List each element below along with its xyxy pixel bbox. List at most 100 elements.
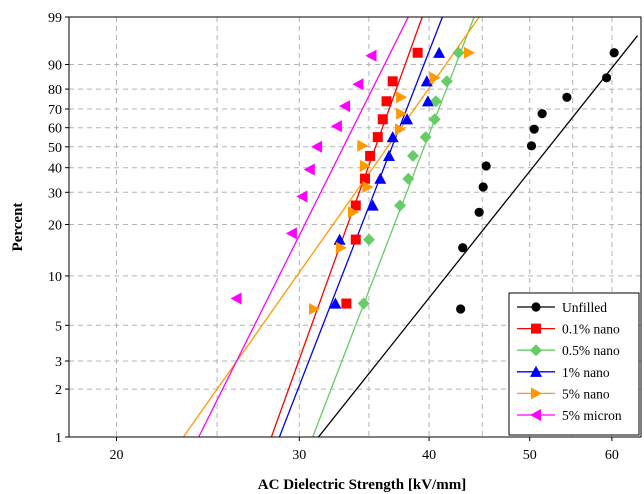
legend-marker-0-5-nano	[530, 344, 542, 357]
data-point-0-1-nano	[359, 173, 370, 184]
data-point-5-micron	[311, 140, 323, 153]
fit-line-0-5-nano	[312, 17, 475, 437]
x-tick-label: 50	[523, 448, 537, 463]
data-point-0-1-nano	[412, 47, 423, 58]
fit-line-1-nano	[278, 17, 444, 437]
y-axis-label: Percent	[10, 203, 26, 252]
axis-tick-labels: 1 2 3 5 10 20 30 40 50 60 70 80 90 99 20 30 40 50 60	[48, 11, 619, 463]
grid-lines	[69, 16, 641, 438]
data-point-5-nano	[309, 303, 321, 315]
data-point-1-nano	[386, 131, 399, 143]
data-point-0-1-nano	[365, 150, 376, 161]
data-point-5-nano	[463, 46, 475, 59]
data-point-0-5-nano	[429, 95, 442, 108]
data-point-0-1-nano	[350, 200, 361, 211]
data-point-0-5-nano	[394, 199, 406, 212]
data-point-5-nano	[396, 107, 408, 120]
data-point-1-nano	[366, 199, 379, 211]
data-point-unfilled	[458, 243, 468, 253]
data-point-0-5-nano	[407, 149, 419, 162]
data-point-5-nano	[348, 206, 360, 219]
data-point-unfilled	[562, 92, 572, 102]
data-point-0-5-nano	[428, 113, 441, 126]
legend-label-5-nano: 5% nano	[562, 386, 610, 401]
data-point-0-1-nano	[350, 234, 361, 245]
data-markers	[230, 46, 619, 315]
data-point-0-5-nano	[402, 172, 415, 185]
x-tick-label: 30	[292, 448, 306, 463]
data-point-1-nano	[329, 297, 342, 309]
y-tick-label: 5	[55, 319, 62, 334]
legend-label-0-1-nano: 0.1% nano	[562, 322, 620, 337]
data-point-5-micron	[352, 78, 364, 91]
y-tick-label: 2	[55, 383, 62, 398]
data-point-0-5-nano	[357, 297, 370, 310]
data-point-0-5-nano	[362, 233, 375, 246]
data-point-unfilled	[456, 304, 466, 314]
data-point-5-nano	[396, 91, 408, 104]
legend-marker-5-nano	[530, 387, 542, 400]
data-point-5-nano	[357, 139, 369, 152]
legend-marker-5-micron	[530, 409, 542, 421]
y-tick-label: 3	[55, 355, 62, 370]
data-point-5-micron	[365, 49, 377, 62]
y-tick-label: 10	[48, 270, 62, 285]
data-point-1-nano	[333, 233, 346, 245]
x-tick-label: 40	[422, 448, 436, 463]
legend-label-1-nano: 1% nano	[562, 365, 610, 380]
data-point-unfilled	[537, 109, 547, 119]
data-point-unfilled	[481, 161, 491, 171]
fit-line-unfilled	[317, 35, 639, 437]
legend-box	[508, 292, 640, 436]
data-point-5-micron	[339, 100, 351, 113]
y-tick-label: 90	[48, 59, 62, 74]
data-point-5-micron	[296, 190, 308, 203]
y-tick-label: 70	[48, 103, 62, 118]
data-point-5-micron	[303, 163, 315, 176]
y-tick-label: 60	[48, 122, 62, 137]
legend: Unfilled 0.1% nano 0.5% nano 1% nano 5% nano…	[508, 292, 640, 436]
x-tick-label: 20	[110, 448, 124, 463]
y-tick-label: 99	[48, 11, 62, 26]
data-point-5-micron	[230, 292, 242, 305]
fit-lines	[182, 17, 639, 437]
data-point-1-nano	[433, 46, 446, 58]
data-point-5-micron	[330, 120, 342, 133]
data-point-5-nano	[362, 181, 374, 193]
data-point-0-5-nano	[419, 131, 432, 144]
legend-marker-0-1-nano	[531, 323, 541, 334]
y-tick-label: 20	[48, 219, 62, 234]
x-tick-label: 60	[605, 448, 619, 463]
data-point-unfilled	[526, 141, 537, 151]
data-point-1-nano	[401, 113, 414, 125]
data-point-unfilled	[474, 207, 484, 217]
y-tick-label: 30	[48, 186, 62, 201]
legend-label-0-5-nano: 0.5% nano	[562, 343, 620, 358]
data-point-0-5-nano	[440, 75, 453, 88]
data-point-0-1-nano	[372, 132, 383, 143]
data-point-0-1-nano	[341, 298, 352, 309]
legend-marker-1-nano	[530, 365, 542, 377]
data-point-1-nano	[374, 172, 387, 184]
data-point-0-1-nano	[387, 76, 398, 87]
data-point-5-nano	[429, 71, 441, 84]
y-tick-label: 40	[48, 162, 62, 177]
y-tick-label: 80	[48, 83, 62, 98]
legend-label-5-micron: 5% micron	[562, 408, 622, 423]
data-point-1-nano	[421, 95, 434, 107]
x-axis-label: AC Dielectric Strength [kV/mm]	[258, 477, 466, 493]
data-point-5-nano	[394, 123, 406, 136]
fit-line-5-nano	[182, 17, 480, 437]
data-point-0-1-nano	[377, 114, 388, 125]
data-point-unfilled	[478, 182, 488, 192]
legend-label-unfilled: Unfilled	[562, 300, 607, 315]
data-point-0-1-nano	[381, 96, 392, 107]
data-point-5-micron	[285, 227, 297, 240]
fit-line-5-micron	[198, 17, 409, 437]
plot-frame	[68, 16, 642, 438]
data-point-5-nano	[359, 159, 371, 172]
data-point-unfilled	[602, 73, 612, 83]
y-tick-label: 50	[48, 141, 62, 156]
data-point-1-nano	[383, 149, 395, 161]
